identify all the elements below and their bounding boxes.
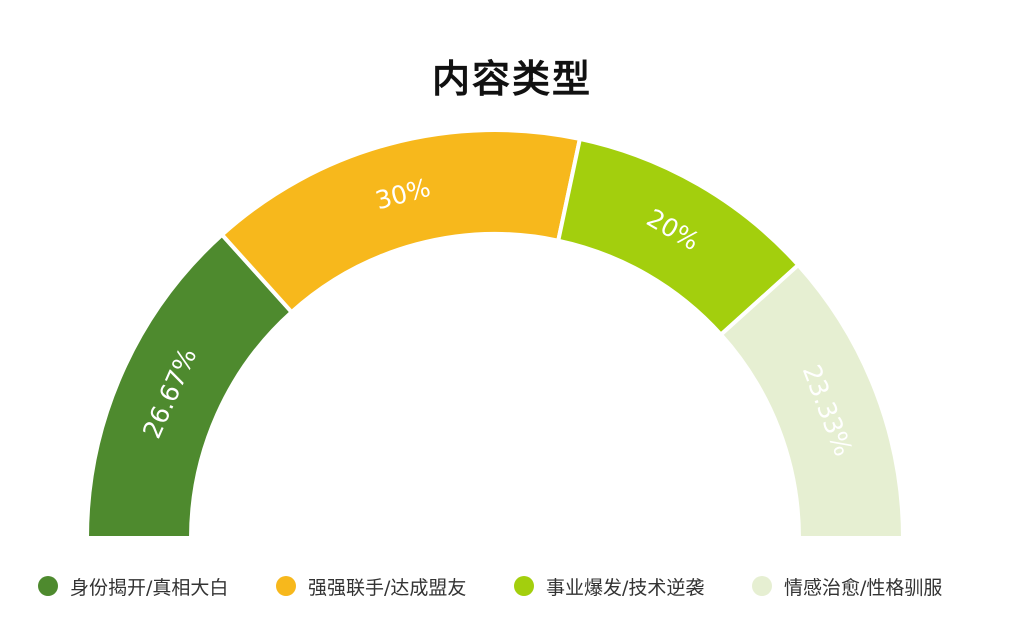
chart-title: 内容类型 bbox=[431, 57, 592, 101]
legend-label: 事业爆发/技术逆袭 bbox=[546, 576, 705, 599]
legend-item-2: 强强联手/达成盟友 bbox=[276, 568, 466, 604]
legend-label: 身份揭开/真相大白 bbox=[70, 576, 229, 599]
slice-2 bbox=[220, 128, 582, 315]
legend-swatch bbox=[752, 576, 772, 596]
legend-swatch bbox=[514, 576, 534, 596]
slice-4 bbox=[718, 263, 905, 540]
legend-item-3: 事业爆发/技术逆袭 bbox=[514, 568, 704, 604]
semi-donut-chart: 26.67%30%20%23.33% bbox=[85, 128, 905, 540]
legend-item-1: 身份揭开/真相大白 bbox=[38, 568, 228, 604]
legend-swatch bbox=[38, 576, 58, 596]
legend-swatch bbox=[276, 576, 296, 596]
legend: 身份揭开/真相大白 强强联手/达成盟友 事业爆发/技术逆袭 情感治愈/性格驯服 bbox=[0, 568, 1024, 604]
legend-label: 情感治愈/性格驯服 bbox=[784, 576, 943, 599]
legend-label: 强强联手/达成盟友 bbox=[308, 576, 467, 599]
legend-item-4: 情感治愈/性格驯服 bbox=[752, 568, 942, 604]
